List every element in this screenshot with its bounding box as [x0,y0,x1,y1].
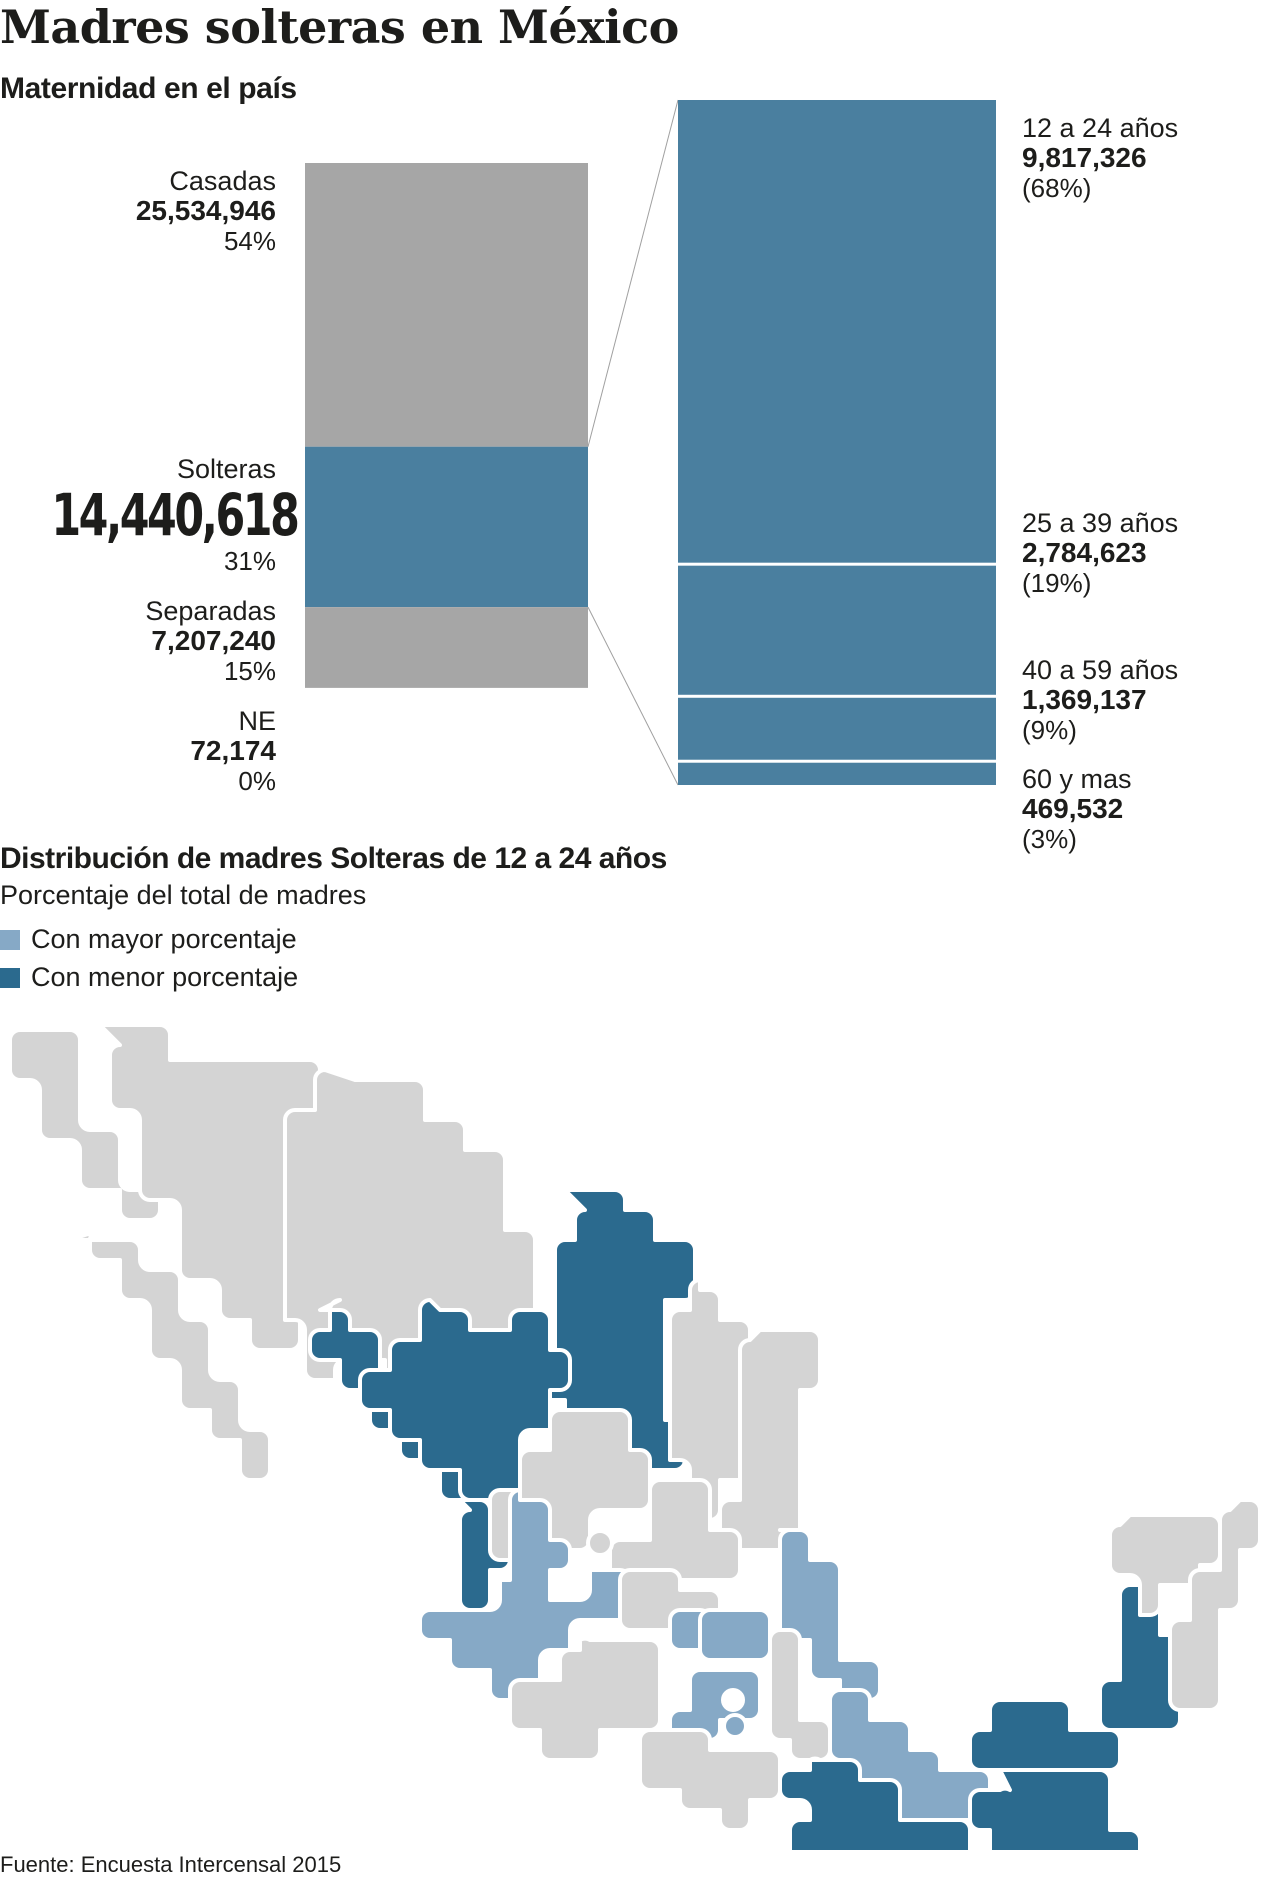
source-note: Fuente: Encuesta Intercensal 2015 [0,1852,342,1877]
label-age-25-39-name: 25 a 39 años [1022,508,1179,538]
label-age-40-59-name: 40 a 59 años [1022,655,1179,685]
legend-menor: Con menor porcentaje [0,962,298,993]
legend-swatch-mayor [0,929,20,950]
state-guerrero [638,1728,782,1832]
label-age-40-59: 40 a 59 años 1,369,137 (9%) [1022,655,1178,745]
state-tabasco [968,1698,1122,1772]
state-tamaulipas [718,1328,822,1552]
label-casadas-name: Casadas [169,166,276,196]
bar-ne [305,687,588,688]
connector-top [587,99,679,447]
page-title: Madres solteras en México [0,0,679,54]
label-age-40-59-pct: (9%) [1022,715,1077,745]
label-separadas-value: 7,207,240 [151,625,276,656]
label-age-12-24-value: 9,817,326 [1022,142,1147,173]
label-separadas-pct: 15% [223,656,276,686]
bar-solteras [305,446,588,608]
bar-age-segment-1 [678,565,996,695]
label-age-25-39-value: 2,784,623 [1022,537,1147,568]
label-age-60-plus: 60 y mas 469,532 (3%) [1022,764,1132,854]
mexico-map [8,1023,1262,1850]
state-chiapas [968,1768,1142,1850]
label-age-60-plus-value: 469,532 [1022,793,1124,824]
label-age-12-24-name: 12 a 24 años [1022,113,1179,143]
stacked-bars-svg [305,99,996,786]
map-subtitle: Porcentaje del total de madres [0,880,367,910]
state-baja-california-sur [68,1228,272,1482]
connector-bottom [587,606,679,786]
label-age-60-plus-pct: (3%) [1022,824,1077,854]
map-title: Distribución de madres Solteras de 12 a … [0,842,667,875]
bar-separadas [305,607,588,688]
state-cdmx [722,1713,748,1739]
state-morelos [721,1688,745,1712]
label-age-12-24: 12 a 24 años 9,817,326 (68%) [1022,113,1178,203]
state-oaxaca [778,1756,972,1850]
bar-connectors [587,99,679,786]
label-solteras-pct: 31% [223,546,276,576]
chart-subtitle: Maternidad en el país [0,72,297,105]
state-estado-de-mexico [698,1608,772,1662]
state-baja-california [8,1028,162,1222]
state-michoacan [508,1636,662,1762]
legend-label-mayor: Con mayor porcentaje [31,924,297,954]
label-ne-name: NE [238,706,276,736]
legend-label-menor: Con menor porcentaje [31,962,299,992]
label-solteras: Solteras 14,440,618 31% [2,454,300,576]
label-age-60-plus-name: 60 y mas [1022,764,1132,794]
right-stacked-bar [678,100,996,785]
state-quintana-roo [1168,1498,1262,1712]
label-age-12-24-pct: (68%) [1022,173,1092,203]
left-stacked-bar [305,163,588,688]
state-aguascalientes [586,1529,614,1557]
label-ne-value: 72,174 [190,735,276,766]
state-jalisco [418,1488,632,1702]
label-separadas-name: Separadas [145,596,276,626]
legend-mayor: Con mayor porcentaje [0,924,297,955]
legend-swatch-menor [0,967,20,988]
label-age-40-59-value: 1,369,137 [1022,684,1147,715]
label-casadas-value: 25,534,946 [135,195,276,226]
label-age-25-39-pct: (19%) [1022,568,1092,598]
bar-age-segment-3 [678,762,996,785]
label-ne: NE 72,174 0% [2,706,276,796]
label-casadas-pct: 54% [223,226,276,256]
label-separadas: Separadas 7,207,240 15% [2,596,276,686]
bar-casadas [305,163,588,447]
label-casadas: Casadas 25,534,946 54% [2,166,276,256]
bar-age-segment-0 [678,100,996,563]
bar-age-segment-2 [678,697,996,760]
label-solteras-name: Solteras [176,454,276,484]
label-ne-pct: 0% [238,766,276,796]
label-solteras-value: 14,440,618 [51,481,300,549]
label-age-25-39: 25 a 39 años 2,784,623 (19%) [1022,508,1178,598]
